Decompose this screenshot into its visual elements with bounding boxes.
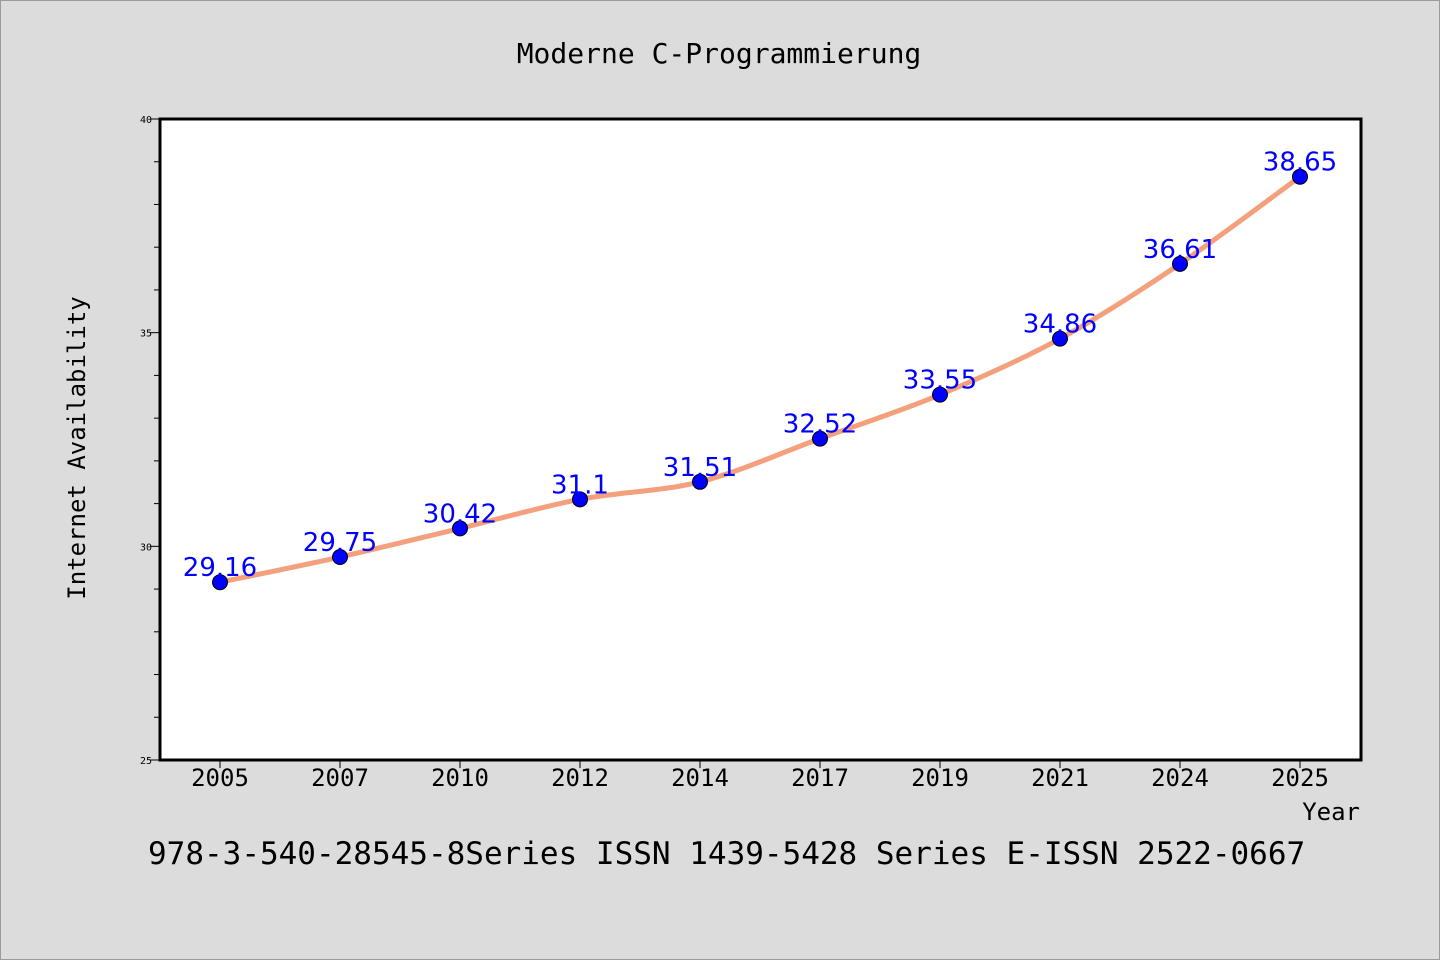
x-axis-ticks: 2005 2007 2010 2012 2014 2017 2019 2021 2024 2025 bbox=[191, 760, 1329, 792]
data-point bbox=[332, 549, 348, 566]
y-axis-label: Internet Availability bbox=[63, 296, 91, 599]
y-tick-label: 35 bbox=[140, 329, 152, 340]
x-tick-label: 2024 bbox=[1151, 764, 1209, 792]
x-tick-label: 2005 bbox=[191, 764, 249, 792]
data-label: 29.16 bbox=[183, 553, 257, 583]
y-axis-ticks: 25 30 35 40 bbox=[140, 115, 160, 767]
data-point bbox=[572, 491, 588, 508]
data-point bbox=[932, 386, 948, 403]
data-point bbox=[692, 473, 708, 490]
x-tick-label: 2014 bbox=[671, 764, 729, 792]
data-label: 33.55 bbox=[903, 366, 977, 396]
data-point bbox=[1052, 330, 1068, 347]
data-label: 36.61 bbox=[1143, 235, 1217, 265]
y-tick-label: 40 bbox=[140, 115, 152, 126]
plot-area bbox=[158, 117, 1363, 762]
data-label: 31.1 bbox=[551, 470, 609, 500]
y-tick-label: 30 bbox=[140, 542, 152, 553]
data-label: 30.42 bbox=[423, 499, 497, 529]
chart-title: Moderne C-Programmierung bbox=[517, 37, 922, 70]
isbn-footer: 978-3-540-28545-8Series ISSN 1439-5428 S… bbox=[148, 836, 1305, 872]
x-tick-label: 2017 bbox=[791, 764, 849, 792]
x-tick-label: 2010 bbox=[431, 764, 489, 792]
data-point bbox=[452, 520, 468, 537]
data-label: 38.65 bbox=[1263, 148, 1337, 178]
data-point bbox=[1292, 168, 1308, 185]
y-tick-label: 25 bbox=[140, 756, 152, 767]
x-tick-label: 2025 bbox=[1271, 764, 1329, 792]
data-labels: 29.16 29.75 30.42 31.1 31.51 32.52 33.55 34.86 3… bbox=[183, 148, 1337, 584]
data-point bbox=[1172, 255, 1188, 272]
data-label: 34.86 bbox=[1023, 310, 1097, 340]
x-tick-label: 2019 bbox=[911, 764, 969, 792]
data-label: 29.75 bbox=[303, 528, 377, 558]
x-tick-label: 2012 bbox=[551, 764, 609, 792]
x-axis-label: Year bbox=[1302, 798, 1360, 826]
x-tick-label: 2021 bbox=[1031, 764, 1089, 792]
data-label: 31.51 bbox=[663, 453, 737, 483]
x-tick-label: 2007 bbox=[311, 764, 369, 792]
data-point bbox=[812, 430, 828, 447]
data-point bbox=[212, 574, 228, 591]
data-markers bbox=[212, 168, 1308, 591]
series-line bbox=[217, 174, 1303, 585]
data-label: 32.52 bbox=[783, 410, 857, 440]
